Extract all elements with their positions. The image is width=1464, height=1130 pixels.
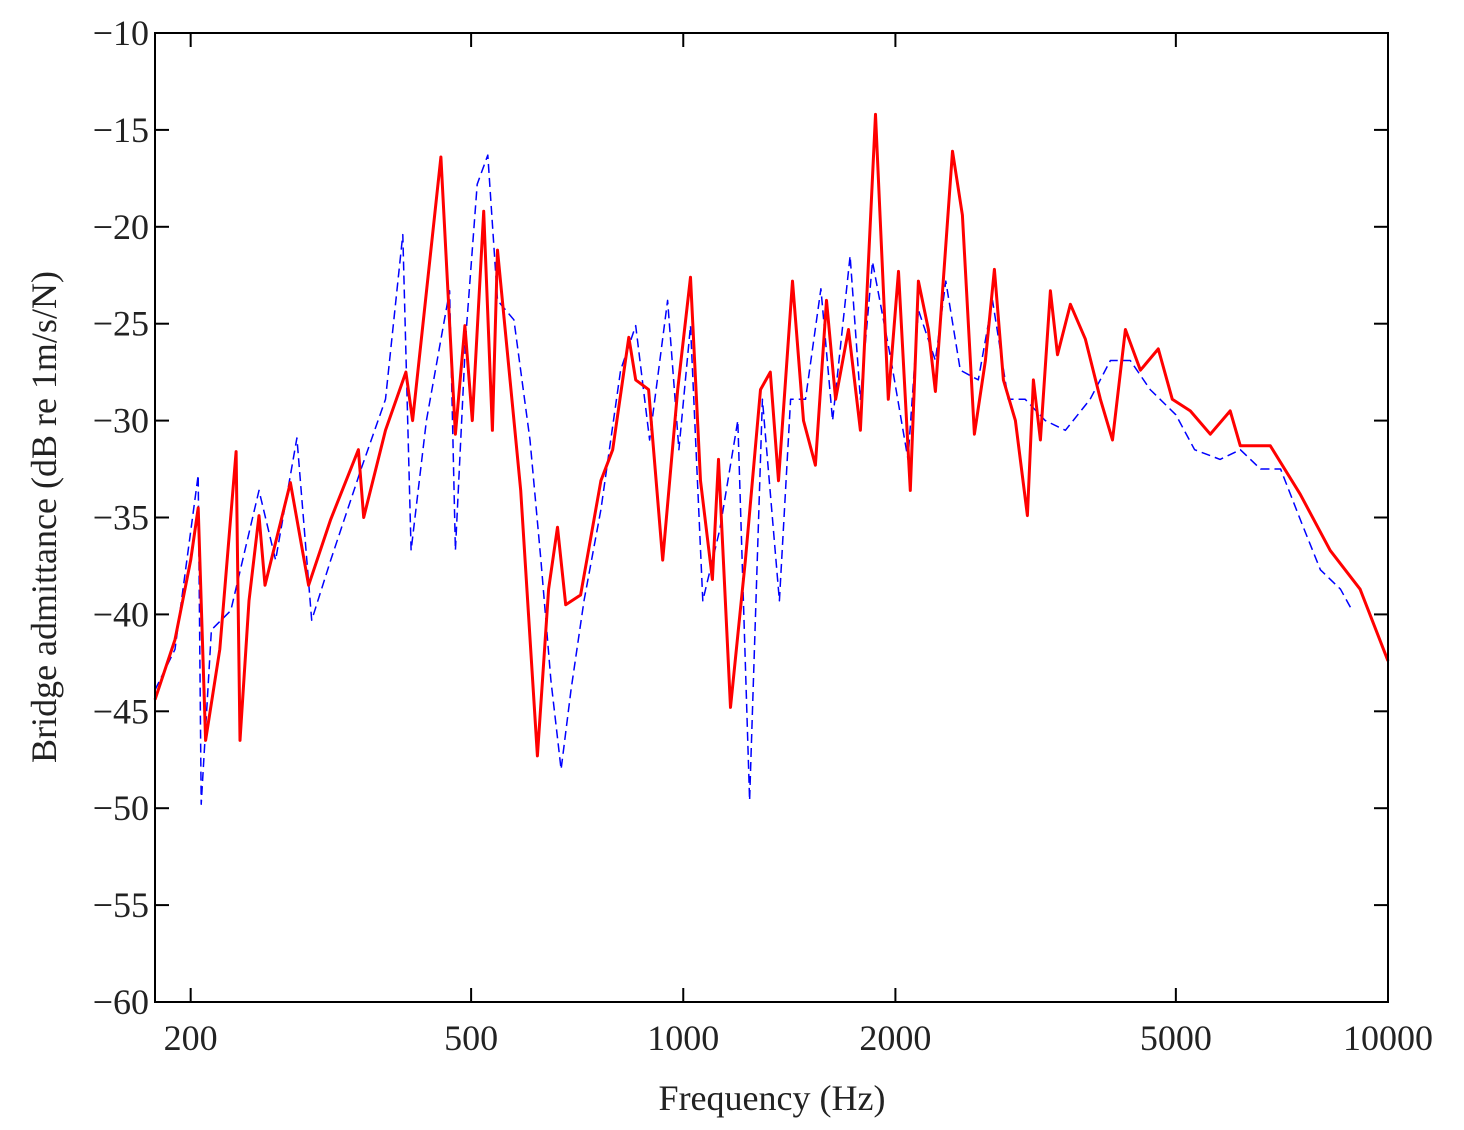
y-tick-label: −55 [93, 885, 149, 925]
x-tick-label: 500 [444, 1018, 498, 1058]
y-tick-label: −25 [93, 304, 149, 344]
data-line [154, 154, 1353, 806]
y-tick-label: −20 [93, 207, 149, 247]
y-tick-label: −50 [93, 788, 149, 828]
y-tick-label: −60 [93, 982, 149, 1022]
x-tick-label: 2000 [859, 1018, 931, 1058]
x-tick-label: 10000 [1343, 1018, 1433, 1058]
x-tick-label: 1000 [647, 1018, 719, 1058]
plot-frame [154, 32, 1389, 1003]
x-axis-label: Frequency (Hz) [659, 1078, 886, 1118]
x-tick-label: 200 [164, 1018, 218, 1058]
x-tick-label: 5000 [1140, 1018, 1212, 1058]
y-tick-label: −40 [93, 594, 149, 634]
y-axis-label: Bridge admittance (dB re 1m/s/N) [24, 271, 64, 763]
data-line [153, 112, 1390, 758]
y-tick-label: −35 [93, 498, 149, 538]
y-tick-label: −15 [93, 110, 149, 150]
y-tick-label: −45 [93, 691, 149, 731]
y-tick-label: −10 [93, 13, 149, 53]
y-tick-label: −30 [93, 401, 149, 441]
